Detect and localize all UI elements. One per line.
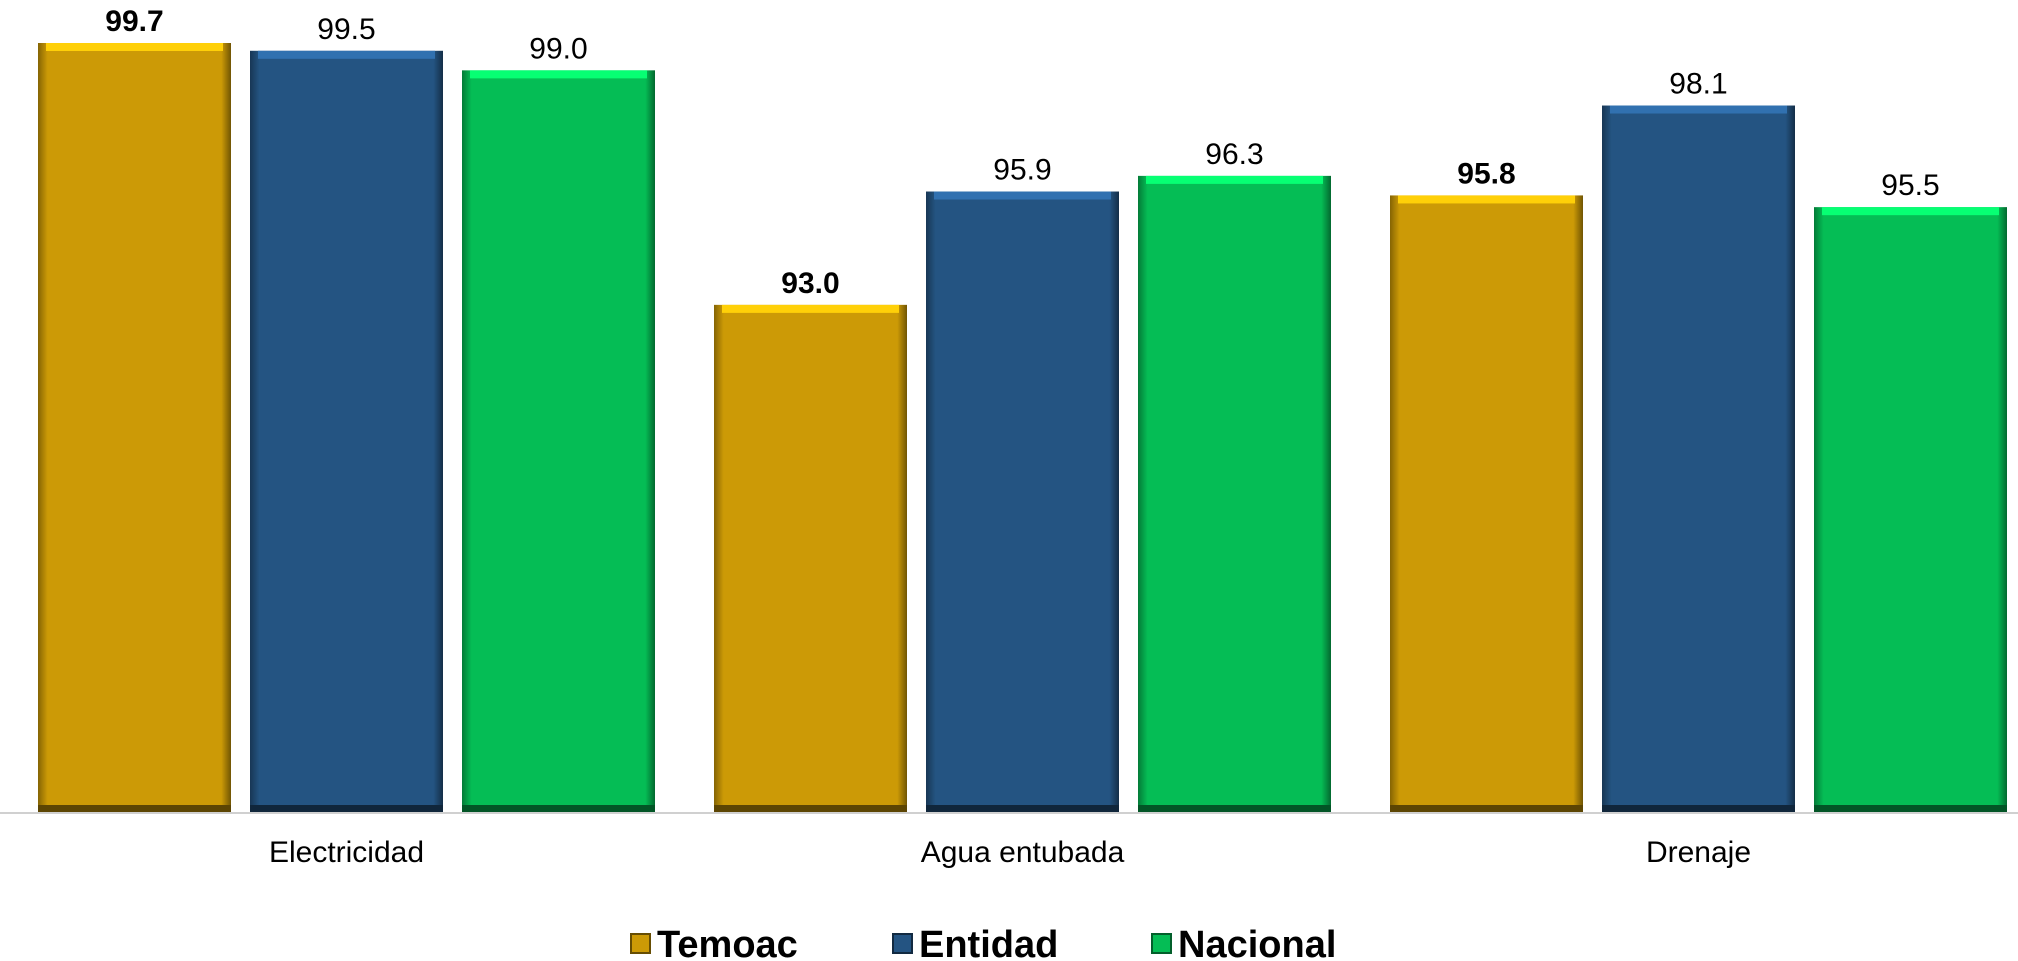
- bar-nacional-agua-entubada: [1138, 175, 1331, 813]
- bar-bevel-top: [46, 43, 223, 51]
- bar-bevel-bottom: [1602, 805, 1795, 813]
- legend-swatch: [892, 933, 913, 954]
- bar-shade: [1138, 175, 1331, 813]
- value-label-entidad-drenaje: 98.1: [1669, 68, 1727, 101]
- bar-bevel-top: [470, 70, 647, 79]
- bar-bevel-bottom: [1390, 805, 1583, 813]
- legend-label: Temoac: [657, 924, 798, 961]
- bar-shade: [926, 191, 1119, 813]
- value-label-entidad-agua-entubada: 95.9: [993, 154, 1051, 187]
- bar-shade: [250, 50, 443, 813]
- value-label-nacional-drenaje: 95.5: [1881, 169, 1939, 202]
- bar-bevel-top: [722, 304, 899, 313]
- bar-shade: [714, 304, 907, 813]
- legend-item-entidad: Entidad: [892, 924, 1058, 961]
- value-label-entidad-electricidad: 99.5: [317, 13, 375, 46]
- category-labels-group: Electricidad Agua entubada Drenaje: [269, 836, 1751, 869]
- bar-bevel-top: [934, 191, 1111, 200]
- bar-nacional-drenaje: [1814, 207, 2007, 814]
- legend-item-nacional: Nacional: [1151, 924, 1336, 961]
- bar-bevel-bottom: [250, 805, 443, 813]
- bar-bevel-top: [1822, 207, 1999, 216]
- bar-shade: [38, 43, 231, 813]
- value-label-nacional-electricidad: 99.0: [529, 32, 587, 65]
- bar-bevel-bottom: [1814, 805, 2007, 813]
- bar-temoac-drenaje: [1390, 195, 1583, 814]
- legend-swatch: [630, 933, 651, 954]
- bar-shade: [1390, 195, 1583, 814]
- bar-bevel-top: [1146, 175, 1323, 184]
- bar-nacional-electricidad: [462, 70, 655, 813]
- bars-group: [38, 43, 2007, 814]
- legend-label: Nacional: [1178, 924, 1336, 961]
- value-label-nacional-agua-entubada: 96.3: [1205, 138, 1263, 171]
- bar-shade: [462, 70, 655, 813]
- bar-bevel-bottom: [38, 805, 231, 813]
- bar-bevel-top: [1610, 105, 1787, 114]
- category-label-drenaje: Drenaje: [1646, 836, 1751, 869]
- value-label-temoac-drenaje: 95.8: [1457, 157, 1515, 190]
- bar-bevel-bottom: [1138, 805, 1331, 813]
- bar-bevel-top: [258, 50, 435, 59]
- bar-entidad-electricidad: [250, 50, 443, 813]
- legend-label: Entidad: [919, 924, 1058, 961]
- bar-entidad-drenaje: [1602, 105, 1795, 813]
- value-labels-group: 99.7 99.5 99.0 93.0 95.9 96.3 95.8 98.1 95.5: [105, 5, 1939, 300]
- bar-shade: [1602, 105, 1795, 813]
- legend-swatch: [1151, 933, 1172, 954]
- bar-entidad-agua-entubada: [926, 191, 1119, 813]
- bar-temoac-agua-entubada: [714, 304, 907, 813]
- category-label-agua-entubada: Agua entubada: [921, 836, 1125, 869]
- bar-bevel-top: [1398, 195, 1575, 204]
- legend-item-temoac: Temoac: [630, 924, 798, 961]
- bar-bevel-bottom: [714, 805, 907, 813]
- bar-shade: [1814, 207, 2007, 814]
- category-label-electricidad: Electricidad: [269, 836, 424, 869]
- value-label-temoac-agua-entubada: 93.0: [781, 267, 839, 300]
- legend: Temoac Entidad Nacional: [630, 924, 1336, 961]
- bar-temoac-electricidad: [38, 43, 231, 813]
- value-label-temoac-electricidad: 99.7: [105, 5, 163, 38]
- bar-bevel-bottom: [926, 805, 1119, 813]
- bar-bevel-bottom: [462, 805, 655, 813]
